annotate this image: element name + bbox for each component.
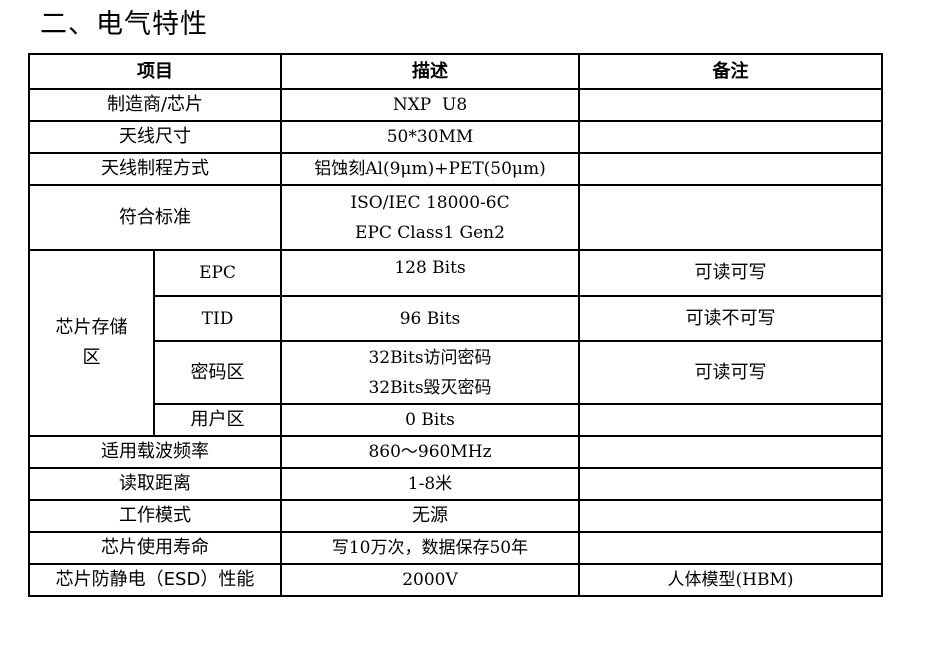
electrical-spec-table: 项目 描述 备注 制造商/芯片 NXP U8 天线尺寸 50*30MM 天线制程…: [28, 53, 883, 597]
sub-cell: TID: [153, 295, 282, 342]
table-row: 工作模式 无源: [28, 499, 883, 533]
desc-cell: 0 Bits: [280, 403, 580, 437]
desc-cell: 铝蚀刻Al(9μm)+PET(50μm): [280, 152, 580, 186]
note-cell: 可读可写: [578, 340, 883, 405]
table-row: 天线尺寸 50*30MM: [28, 120, 883, 154]
note-cell: 可读可写: [578, 249, 883, 297]
note-cell: [578, 403, 883, 437]
note-cell: 可读不可写: [578, 295, 883, 342]
item-cell: 读取距离: [28, 467, 282, 501]
desc-cell: 写10万次，数据保存50年: [280, 531, 580, 565]
header-note: 备注: [578, 53, 883, 90]
desc-line: ISO/IEC 18000-6C: [350, 192, 510, 213]
desc-cell: NXP U8: [280, 88, 580, 122]
desc-line: 32Bits访问密码: [368, 347, 492, 368]
memory-label-line: 区: [82, 347, 101, 368]
desc-cell: 1-8米: [280, 467, 580, 501]
table-row: 用户区 0 Bits: [29, 403, 883, 437]
table-row: 天线制程方式 铝蚀刻Al(9μm)+PET(50μm): [28, 152, 883, 186]
header-desc: 描述: [280, 53, 580, 90]
note-cell: [578, 88, 883, 122]
desc-cell: 32Bits访问密码 32Bits毁灭密码: [280, 340, 580, 405]
note-cell: [578, 435, 883, 469]
desc-cell: 96 Bits: [280, 295, 580, 342]
note-cell: [578, 467, 883, 501]
table-row: TID 96 Bits 可读不可写: [29, 295, 883, 342]
table-row: 读取距离 1-8米: [28, 467, 883, 501]
item-cell: 天线尺寸: [28, 120, 282, 154]
desc-cell: 128 Bits: [280, 249, 580, 297]
table-row: 芯片使用寿命 写10万次，数据保存50年: [28, 531, 883, 565]
memory-label-line: 芯片存储: [55, 317, 128, 338]
table-row: 芯片存储 区 EPC 128 Bits 可读可写: [28, 249, 883, 437]
sub-cell: 密码区: [153, 340, 282, 405]
note-cell: [578, 531, 883, 565]
desc-line: 32Bits毁灭密码: [368, 377, 492, 398]
desc-cell: 2000V: [280, 563, 580, 597]
desc-cell: ISO/IEC 18000-6C EPC Class1 Gen2: [280, 184, 580, 251]
desc-cell: 无源: [280, 499, 580, 533]
item-cell: 芯片防静电（ESD）性能: [28, 563, 282, 597]
sub-cell: 用户区: [153, 403, 282, 437]
table-header-row: 项目 描述 备注: [28, 53, 883, 90]
item-cell: 天线制程方式: [28, 152, 282, 186]
note-cell: [578, 184, 883, 251]
item-cell: 芯片使用寿命: [28, 531, 282, 565]
memory-label-cell: 芯片存储 区: [28, 249, 155, 437]
note-cell: [578, 120, 883, 154]
section-title: 二、电气特性: [40, 9, 208, 40]
table-row: 芯片防静电（ESD）性能 2000V 人体模型(HBM): [28, 563, 883, 597]
desc-cell: 50*30MM: [280, 120, 580, 154]
item-cell: 符合标准: [28, 184, 282, 251]
table-row: 适用载波频率 860～960MHz: [28, 435, 883, 469]
item-cell: 工作模式: [28, 499, 282, 533]
desc-line: EPC Class1 Gen2: [355, 222, 505, 243]
sub-cell: EPC: [153, 249, 282, 297]
note-cell: [578, 152, 883, 186]
note-cell: 人体模型(HBM): [578, 563, 883, 597]
table-row: 符合标准 ISO/IEC 18000-6C EPC Class1 Gen2: [28, 184, 883, 251]
item-cell: 适用载波频率: [28, 435, 282, 469]
table-row: 制造商/芯片 NXP U8: [28, 88, 883, 122]
table-row: 密码区 32Bits访问密码 32Bits毁灭密码 可读可写: [29, 340, 883, 405]
item-cell: 制造商/芯片: [28, 88, 282, 122]
header-item: 项目: [28, 53, 282, 90]
note-cell: [578, 499, 883, 533]
desc-cell: 860～960MHz: [280, 435, 580, 469]
